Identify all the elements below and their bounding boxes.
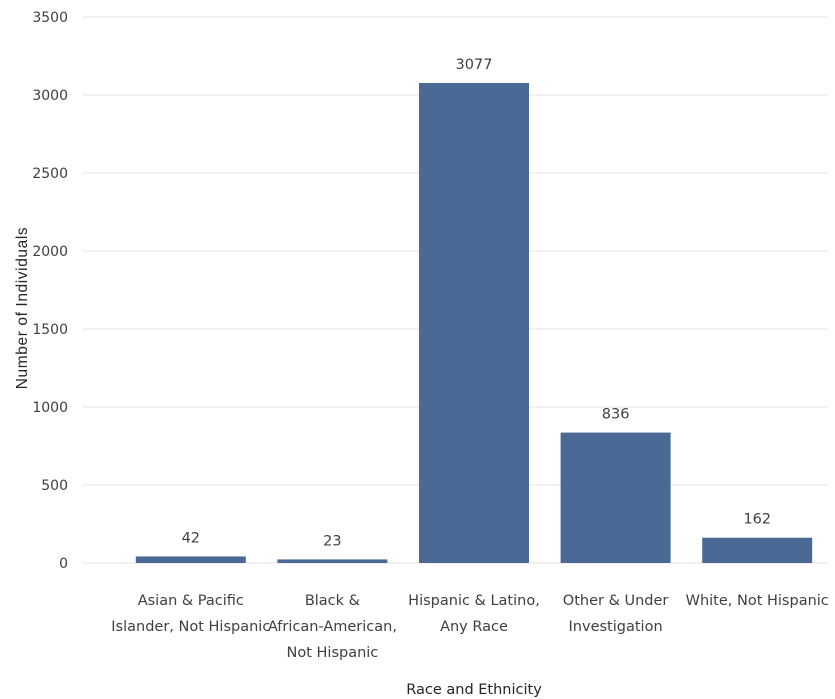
data-label: 836	[602, 407, 630, 423]
x-category-label: White, Not Hispanic	[686, 593, 829, 609]
y-axis-tick-labels: 0 500 1000 1500 2000 2500 3000 3500	[32, 10, 68, 572]
x-category-label: Black & African-American, Not Hispanic	[268, 593, 397, 661]
bar	[419, 82, 529, 563]
y-tick-label: 3500	[32, 10, 68, 26]
y-tick-label: 2000	[32, 244, 68, 260]
y-tick-label: 1500	[32, 322, 68, 338]
y-tick-label: 1000	[32, 400, 68, 416]
y-tick-label: 0	[59, 556, 68, 572]
x-category-label: Hispanic & Latino, Any Race	[408, 593, 540, 635]
x-category-label: Asian & Pacific Islander, Not Hispanic	[111, 593, 270, 635]
bar	[702, 537, 813, 563]
x-axis-title: Race and Ethnicity	[406, 682, 542, 698]
y-tick-label: 2500	[32, 166, 68, 182]
y-tick-label: 3000	[32, 88, 68, 104]
bars	[135, 82, 813, 563]
data-label: 162	[743, 512, 771, 528]
y-tick-label: 500	[41, 478, 68, 494]
bar	[135, 556, 246, 563]
bar	[277, 559, 388, 563]
x-axis-category-labels: Asian & Pacific Islander, Not HispanicBla…	[111, 593, 829, 661]
data-labels: 42 23 3077 836 162	[182, 57, 771, 549]
data-label: 23	[323, 533, 341, 549]
y-axis-title: Number of Individuals	[14, 227, 31, 390]
data-label: 42	[182, 530, 200, 546]
x-category-label: Other & Under Investigation	[563, 593, 669, 635]
bar	[560, 432, 671, 563]
data-label: 3077	[456, 57, 493, 73]
